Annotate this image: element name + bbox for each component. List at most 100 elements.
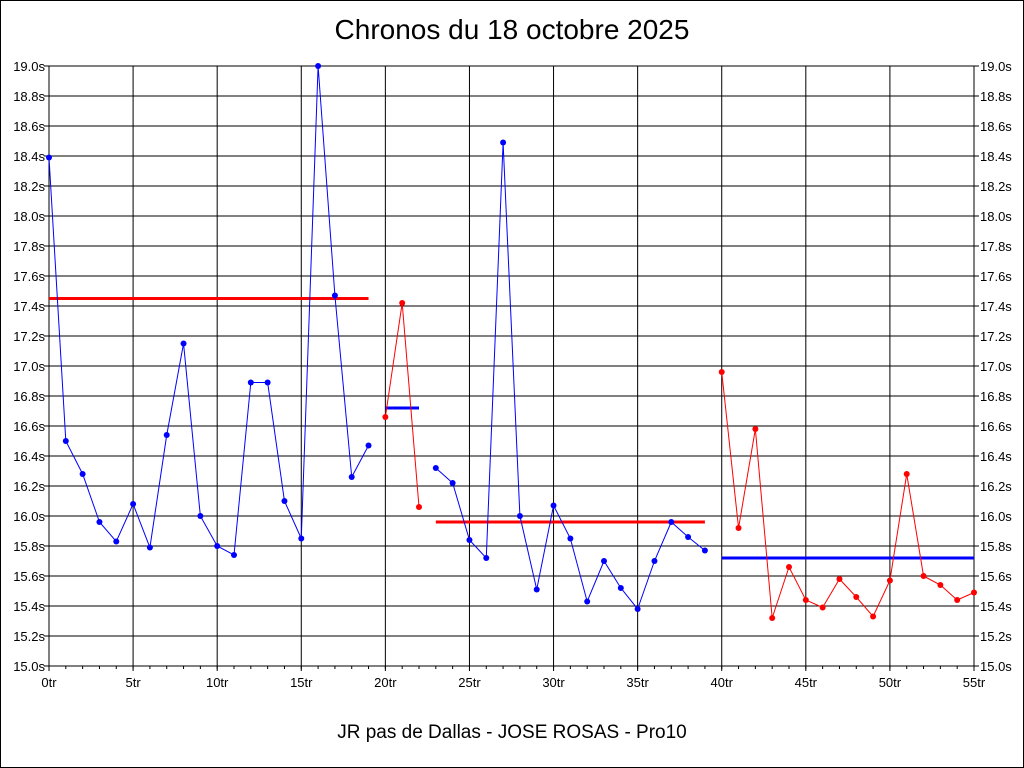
data-point bbox=[113, 538, 120, 545]
y-tick-label-right: 18.4s bbox=[980, 149, 1012, 164]
y-tick-label-right: 15.0s bbox=[980, 659, 1012, 674]
y-tick-label-left: 18.8s bbox=[13, 89, 45, 104]
data-point bbox=[567, 535, 574, 542]
data-point bbox=[483, 555, 490, 561]
x-tick-label: 55tr bbox=[963, 675, 986, 690]
y-tick-label-right: 16.4s bbox=[980, 449, 1012, 464]
y-tick-label-right: 16.8s bbox=[980, 389, 1012, 404]
y-tick-label-right: 17.8s bbox=[980, 239, 1012, 254]
data-point bbox=[516, 513, 523, 519]
data-point bbox=[399, 300, 406, 306]
data-point bbox=[96, 519, 103, 525]
y-tick-label-right: 17.6s bbox=[980, 269, 1012, 284]
data-point bbox=[163, 432, 170, 438]
data-point bbox=[634, 606, 641, 612]
y-tick-label-right: 15.6s bbox=[980, 569, 1012, 584]
data-point bbox=[819, 604, 826, 611]
y-tick-label-right: 17.2s bbox=[980, 329, 1012, 344]
y-tick-label-left: 15.2s bbox=[13, 629, 45, 644]
data-point bbox=[197, 513, 204, 519]
y-tick-label-right: 16.2s bbox=[980, 479, 1012, 494]
data-point bbox=[214, 543, 221, 549]
data-point bbox=[231, 552, 237, 558]
data-point bbox=[870, 613, 877, 620]
data-point bbox=[617, 585, 624, 591]
y-tick-label-right: 15.8s bbox=[980, 539, 1012, 554]
y-tick-label-left: 16.4s bbox=[13, 449, 45, 464]
y-tick-label-right: 18.0s bbox=[980, 209, 1012, 224]
data-point bbox=[550, 502, 557, 509]
y-tick-label-right: 18.8s bbox=[980, 89, 1012, 104]
data-point bbox=[786, 564, 792, 570]
data-point bbox=[416, 504, 422, 510]
data-point bbox=[281, 498, 288, 504]
data-point bbox=[533, 586, 540, 593]
data-point bbox=[954, 597, 961, 603]
data-point bbox=[971, 589, 977, 596]
data-point bbox=[130, 501, 137, 507]
y-tick-label-left: 16.6s bbox=[13, 419, 45, 434]
data-point bbox=[180, 340, 187, 347]
data-point bbox=[685, 534, 692, 540]
x-tick-labels: 0tr 5tr 10tr 15tr 20tr 25tr 30tr 35tr 40tr 45tr 50… bbox=[41, 675, 985, 690]
data-point bbox=[802, 597, 809, 603]
series-line bbox=[384, 302, 420, 508]
x-tick-label: 0tr bbox=[41, 675, 57, 690]
y-tick-label-right: 16.0s bbox=[980, 509, 1012, 524]
y-tick-labels-right: 15.0s 15.2s 15.4s 15.6s 15.8s 16.0s 16.2s 16.4s… bbox=[980, 59, 1012, 674]
average-lines bbox=[49, 297, 974, 560]
x-tick-label: 30tr bbox=[542, 675, 565, 690]
x-tick-label: 15tr bbox=[290, 675, 313, 690]
data-point bbox=[382, 414, 389, 420]
data-point bbox=[247, 379, 254, 386]
y-tick-label-left: 19.0s bbox=[13, 59, 45, 74]
y-tick-label-right: 16.6s bbox=[980, 419, 1012, 434]
y-tick-label-left: 16.2s bbox=[13, 479, 45, 494]
data-point bbox=[853, 594, 860, 600]
y-tick-label-left: 18.0s bbox=[13, 209, 45, 224]
y-tick-label-left: 16.0s bbox=[13, 509, 45, 524]
y-tick-label-left: 15.8s bbox=[13, 539, 45, 554]
data-point bbox=[903, 471, 910, 477]
data-point bbox=[769, 615, 776, 621]
data-point bbox=[348, 474, 355, 480]
y-tick-label-left: 18.2s bbox=[13, 179, 45, 194]
data-point bbox=[331, 292, 338, 299]
y-tick-label-left: 18.6s bbox=[13, 119, 45, 134]
y-tick-label-right: 18.2s bbox=[980, 179, 1012, 194]
y-tick-label-left: 17.6s bbox=[13, 269, 45, 284]
grid bbox=[44, 65, 979, 671]
data-point bbox=[146, 544, 153, 551]
x-tick-label: 25tr bbox=[458, 675, 481, 690]
x-tick-label: 35tr bbox=[626, 675, 649, 690]
x-tick-label: 45tr bbox=[795, 675, 818, 690]
data-point bbox=[264, 379, 271, 386]
data-point bbox=[584, 598, 591, 605]
y-tick-label-left: 18.4s bbox=[13, 149, 45, 164]
x-tick-label: 5tr bbox=[126, 675, 142, 690]
data-point bbox=[937, 582, 944, 588]
y-tick-label-right: 17.4s bbox=[980, 299, 1012, 314]
data-point bbox=[601, 558, 607, 564]
series-line bbox=[48, 65, 369, 556]
y-tick-label-left: 17.2s bbox=[13, 329, 45, 344]
y-tick-label-right: 17.0s bbox=[980, 359, 1012, 374]
data-point bbox=[46, 154, 52, 161]
data-point bbox=[735, 525, 742, 531]
data-point bbox=[752, 426, 759, 432]
series-line bbox=[721, 371, 975, 619]
data-point bbox=[466, 537, 473, 543]
y-tick-label-right: 15.2s bbox=[980, 629, 1012, 644]
x-tick-label: 10tr bbox=[206, 675, 229, 690]
data-point bbox=[668, 519, 675, 525]
data-point bbox=[500, 139, 507, 146]
data-point bbox=[298, 535, 305, 542]
data-point bbox=[920, 573, 927, 579]
y-tick-label-left: 15.0s bbox=[13, 659, 45, 674]
data-point bbox=[886, 577, 893, 584]
data-point bbox=[651, 558, 658, 564]
y-tick-label-left: 17.4s bbox=[13, 299, 45, 314]
data-point bbox=[718, 369, 725, 375]
data-point bbox=[62, 438, 69, 444]
